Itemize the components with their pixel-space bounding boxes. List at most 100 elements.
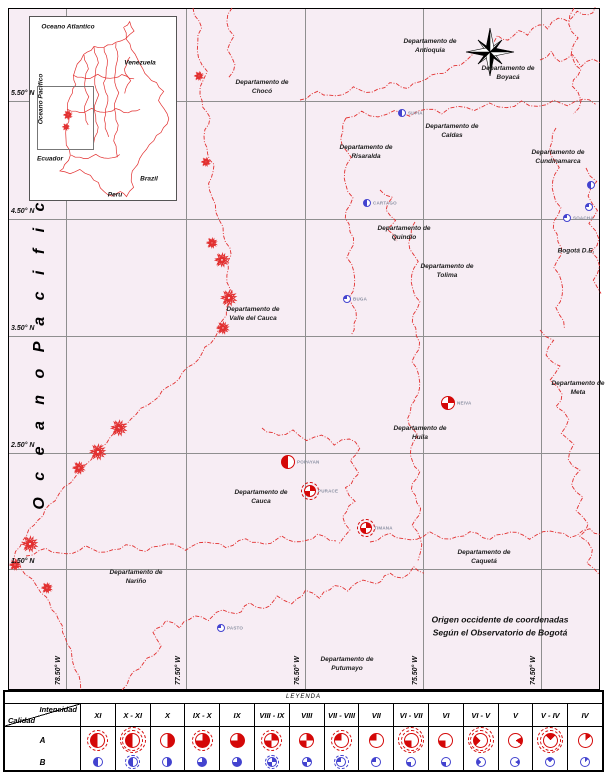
colombia-inset-map: Oceano Atlantico Venezuela Oceano Pacífico… xyxy=(29,16,177,201)
intensity-symbol xyxy=(334,754,349,770)
legend-column-header: X - XI xyxy=(114,704,150,727)
intensity-symbol xyxy=(229,732,245,748)
city-marker: SUPIA xyxy=(398,109,423,117)
legend-symbol-a-cell xyxy=(567,727,602,753)
legend-symbol-a-cell xyxy=(323,727,359,753)
coordinate-origin-note: Origen occidente de coordenadas Según el… xyxy=(432,613,569,639)
department-label: Bogotá D.E. xyxy=(557,247,595,255)
city-label: CARTAGO xyxy=(373,200,397,206)
legend-row-a-label: A xyxy=(39,735,46,745)
gridline-lon xyxy=(423,9,424,689)
city-marker: PURACE xyxy=(301,482,338,500)
intensity-symbol xyxy=(261,729,283,751)
legend-table: Intensidad Calidad A B XI X - XI X IX - X IX… xyxy=(5,704,602,771)
department-label: Departamento de Huila xyxy=(393,425,447,441)
intensity-symbol xyxy=(217,624,225,632)
intensity-symbol xyxy=(299,732,315,748)
intensity-symbol xyxy=(191,729,213,751)
department-label: Departamento de Meta xyxy=(551,380,605,396)
department-label: Departamento de Caquetá xyxy=(457,549,511,565)
intensity-symbol xyxy=(398,727,425,753)
intensity-symbol xyxy=(507,732,523,748)
legend-symbol-b-cell xyxy=(497,753,533,771)
city-marker: TIMANA xyxy=(357,519,393,537)
legend-title: LEYENDA xyxy=(5,692,602,704)
legend-symbol-b-cell xyxy=(358,753,393,771)
intensity-symbol xyxy=(585,203,593,211)
intensity-symbol xyxy=(398,109,406,117)
legend-symbol-a-cell xyxy=(80,727,115,753)
legend-symbol-b-cell xyxy=(462,753,498,771)
gridline-lon xyxy=(541,9,542,689)
city-marker: SOACHA xyxy=(563,214,594,222)
department-label: Departamento de Valle del Cauca xyxy=(226,306,280,322)
gridline-lat xyxy=(9,336,599,337)
legend-symbol-b-cell xyxy=(184,753,219,771)
department-label: Departamento de Cundinamarca xyxy=(531,149,585,165)
legend-intensity-header: Intensidad xyxy=(39,705,77,714)
intensity-symbol xyxy=(510,757,521,767)
latitude-label: 2.50° N xyxy=(11,442,35,449)
legend-symbol-b-cell xyxy=(393,753,428,771)
gridline-lat xyxy=(9,219,599,220)
intensity-symbol xyxy=(119,727,146,753)
intensity-symbol xyxy=(406,757,417,767)
legend-symbol-a-cell xyxy=(497,727,533,753)
intensity-symbol xyxy=(357,519,375,537)
department-label: Departamento de Quindio xyxy=(377,225,431,241)
legend-symbol-a-cell xyxy=(114,727,150,753)
latitude-label: 1.50° N xyxy=(11,558,35,565)
inset-label: Ecuador xyxy=(36,155,64,163)
legend-symbol-a-cell xyxy=(184,727,219,753)
gridline-lat xyxy=(9,101,599,102)
intensity-symbol xyxy=(363,199,371,207)
intensity-symbol xyxy=(197,757,208,767)
inset-label: Peru xyxy=(107,191,123,199)
department-label: Departamento de Risaralda xyxy=(339,144,393,160)
city-label: TIMANA xyxy=(374,525,393,531)
intensity-symbol xyxy=(264,754,280,770)
longitude-label: 78.50° W xyxy=(55,656,62,685)
latitude-label: 5.50° N xyxy=(11,90,35,97)
department-label: Departamento de Chocó xyxy=(235,79,289,95)
intensity-symbol xyxy=(545,757,556,767)
origin-note-line1: Origen occidente de coordenadas xyxy=(431,614,569,625)
gridline-lat xyxy=(9,453,599,454)
legend-column-header: IX - X xyxy=(184,704,220,727)
longitude-label: 75.50° W xyxy=(412,656,419,685)
inset-label: Oceano Pacífico xyxy=(37,73,45,125)
intensity-symbol xyxy=(232,757,243,767)
intensity-symbol xyxy=(343,295,351,303)
legend-symbol-a-cell xyxy=(253,727,289,753)
legend-symbol-b-cell xyxy=(80,753,115,771)
intensity-symbol xyxy=(440,757,451,767)
legend-symbol-b-cell xyxy=(427,753,463,771)
city-marker: POPAYAN xyxy=(281,455,319,469)
intensity-symbol xyxy=(371,757,382,767)
legend-symbol-a-cell xyxy=(358,727,393,753)
city-label: SUPIA xyxy=(408,110,423,116)
intensity-symbol xyxy=(301,482,319,500)
legend-column-header: VII xyxy=(358,704,394,727)
city-marker: PASTO xyxy=(217,624,243,632)
legend-column-header: VI xyxy=(427,704,463,727)
city-marker: BUGA xyxy=(343,295,367,303)
intensity-symbol xyxy=(441,396,455,410)
study-area-rectangle xyxy=(37,86,94,150)
city-marker xyxy=(587,181,595,189)
intensity-symbol xyxy=(587,181,595,189)
city-label: NEIVA xyxy=(457,400,472,406)
legend-column-header: VIII - IX xyxy=(253,704,289,727)
city-marker: NEIVA xyxy=(441,396,471,410)
legend-symbol-a-cell xyxy=(149,727,185,753)
gridline-lon xyxy=(186,9,187,689)
legend-symbol-b-cell xyxy=(253,753,289,771)
legend-symbol-a-cell xyxy=(427,727,463,753)
intensity-symbol xyxy=(577,732,593,748)
intensity-symbol xyxy=(125,754,141,770)
legend-quality-header: Calidad xyxy=(8,716,36,725)
legend-column-header: VI - V xyxy=(462,704,498,727)
legend-column-header: IX xyxy=(219,704,254,727)
legend-corner-cell: Intensidad Calidad xyxy=(5,704,80,727)
intensity-symbol xyxy=(580,757,591,767)
